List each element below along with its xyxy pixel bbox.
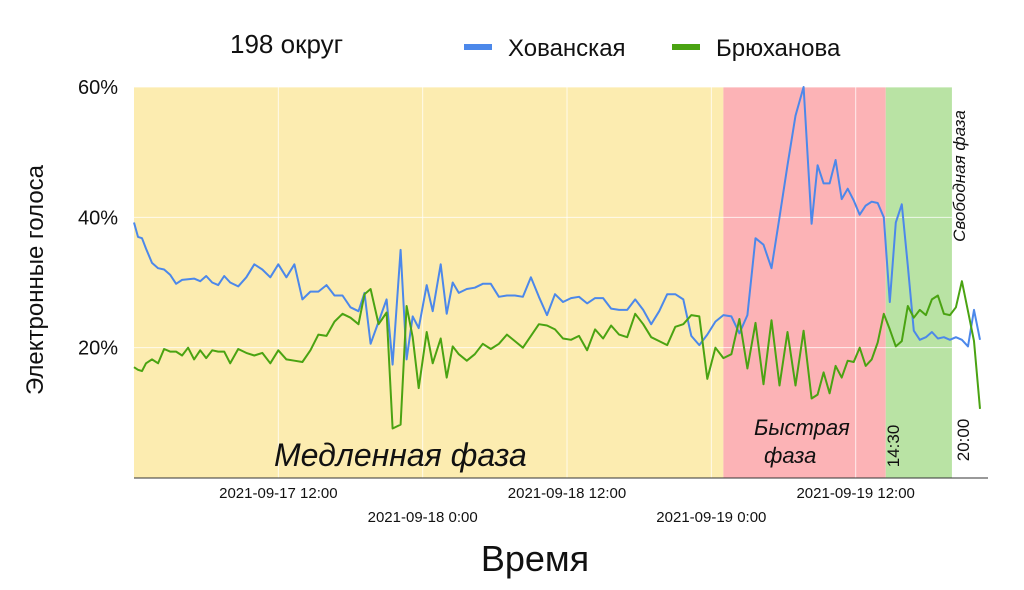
y-tick-label-40: 40%: [78, 207, 118, 229]
legend-swatch-bryukhanova: [672, 44, 700, 50]
gridlines: [134, 86, 988, 478]
legend-label-bryukhanova: Брюханова: [716, 35, 841, 62]
phase-free-background: [885, 87, 952, 478]
series-line-bryukhanova: [133, 280, 981, 430]
phase-fast-end-marker: 14:30: [884, 425, 903, 468]
phase-slow-background: [134, 87, 724, 478]
phase-free-label: Свободная фаза: [950, 110, 969, 242]
x-tick-label: 2021-09-18 0:00: [368, 509, 478, 526]
x-tick-label: 2021-09-17 12:00: [219, 485, 337, 502]
x-tick-label: 2021-09-19 0:00: [656, 509, 766, 526]
legend-label-khovanskaya: Хованская: [508, 35, 626, 62]
phase-slow-label: Медленная фаза: [274, 437, 527, 473]
y-axis-label: Электронные голоса: [22, 164, 49, 395]
series-line-khovanskaya: [133, 86, 981, 366]
legend: Хованская Брюханова: [464, 35, 841, 62]
y-tick-label-20: 20%: [78, 338, 118, 360]
phase-fast-label-line1: Быстрая: [754, 415, 850, 440]
legend-swatch-khovanskaya: [464, 44, 492, 50]
y-tick-label-60: 60%: [78, 77, 118, 99]
chart-title: 198 округ: [230, 29, 343, 59]
x-axis-label: Время: [481, 538, 589, 579]
x-tick-label: 2021-09-19 12:00: [796, 485, 914, 502]
phase-fast-label-line2: фаза: [764, 443, 816, 468]
x-tick-label: 2021-09-18 12:00: [508, 485, 626, 502]
phase-free-end-marker: 20:00: [954, 419, 973, 462]
series-layer: [133, 86, 981, 430]
